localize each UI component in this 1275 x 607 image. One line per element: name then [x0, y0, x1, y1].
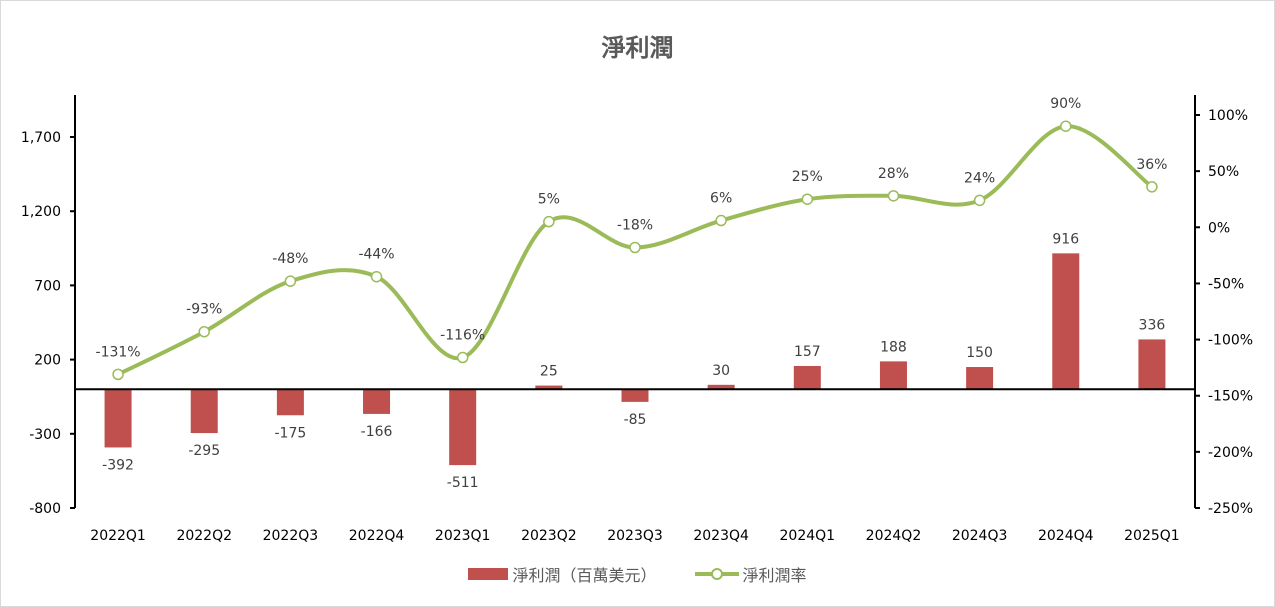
left-tick-label: 1,200 — [21, 204, 61, 220]
category-label: 2024Q4 — [1038, 528, 1094, 544]
line-value-label: -131% — [96, 344, 141, 360]
line-marker — [887, 190, 900, 202]
bar-value-label: -166 — [361, 424, 393, 440]
chart-title: 淨利潤 — [601, 34, 674, 62]
line-marker — [1146, 181, 1158, 193]
line-value-label: 90% — [1050, 96, 1081, 112]
bar-value-label: 30 — [712, 363, 730, 379]
right-tick-label: 50% — [1208, 164, 1239, 180]
left-tick-label: -800 — [29, 501, 61, 517]
line-marker — [629, 241, 641, 254]
right-tick-label: -200% — [1208, 445, 1253, 461]
line-marker — [198, 325, 210, 338]
bar — [363, 389, 391, 414]
line-value-label: -18% — [617, 217, 653, 233]
bar-value-label: 157 — [794, 344, 821, 360]
left-tick-label: 700 — [34, 278, 61, 294]
left-tick-label: -300 — [29, 427, 61, 443]
bar — [104, 389, 132, 448]
bar — [535, 385, 563, 390]
line-marker — [370, 270, 383, 283]
bar-value-label: -175 — [274, 425, 306, 441]
bar — [276, 389, 304, 416]
line-value-label: 5% — [538, 192, 560, 208]
left-tick-label: 1,700 — [21, 130, 61, 146]
line-value-label: -48% — [272, 251, 308, 267]
line-marker — [973, 194, 986, 207]
line-value-label: 25% — [792, 169, 823, 185]
bar-value-label: -392 — [102, 457, 134, 473]
line-value-label: -93% — [186, 302, 222, 318]
line-value-label: 36% — [1136, 157, 1167, 173]
bar-swatch-icon — [468, 568, 509, 580]
bar — [966, 367, 994, 390]
bar-value-label: 916 — [1052, 231, 1079, 247]
right-tick-label: -250% — [1208, 501, 1253, 517]
category-label: 2022Q3 — [263, 528, 319, 544]
category-label: 2023Q3 — [607, 528, 663, 544]
category-label: 2024Q2 — [866, 528, 922, 544]
legend: 淨利潤（百萬美元） 淨利潤率 — [0, 562, 1275, 586]
line-marker — [801, 193, 814, 205]
line-marker — [543, 215, 555, 228]
line-value-label: -116% — [440, 328, 485, 344]
line-marker-swatch-icon — [694, 568, 739, 580]
right-tick-label: 0% — [1208, 220, 1230, 236]
bar — [190, 389, 218, 434]
right-tick-label: 100% — [1208, 108, 1248, 124]
line-marker — [456, 351, 469, 364]
left-tick-label: 200 — [34, 353, 61, 369]
bar-value-label: 25 — [540, 364, 558, 380]
bar — [1138, 339, 1166, 390]
bar — [707, 384, 735, 390]
bar-value-label: -511 — [447, 475, 479, 491]
bar — [879, 361, 907, 390]
category-label: 2023Q1 — [435, 528, 491, 544]
bar-value-label: 336 — [1139, 317, 1166, 333]
category-label: 2024Q3 — [952, 528, 1008, 544]
legend-item-net-margin[interactable]: 淨利潤率 — [694, 562, 807, 586]
line-marker — [715, 214, 727, 227]
legend-label-net-profit: 淨利潤（百萬美元） — [512, 566, 657, 585]
bar — [1052, 253, 1080, 390]
category-label: 2022Q2 — [176, 528, 232, 544]
bar-value-label: -85 — [624, 412, 647, 428]
category-label: 2022Q1 — [90, 528, 146, 544]
category-label: 2022Q4 — [349, 528, 405, 544]
category-label: 2023Q2 — [521, 528, 577, 544]
category-label: 2025Q1 — [1124, 528, 1180, 544]
line-marker — [284, 275, 297, 287]
line-marker — [112, 368, 124, 381]
right-tick-label: -50% — [1208, 276, 1244, 292]
bar — [793, 365, 821, 390]
bar-value-label: 150 — [966, 345, 993, 361]
line-value-label: 28% — [878, 166, 909, 182]
line-value-label: -44% — [358, 247, 394, 263]
bar-value-label: -295 — [188, 443, 220, 459]
right-tick-label: -100% — [1208, 333, 1253, 349]
line-value-label: 24% — [964, 170, 995, 186]
line-value-label: 6% — [710, 191, 732, 207]
bar-value-label: 188 — [880, 339, 907, 355]
bar — [621, 389, 649, 402]
right-tick-label: -150% — [1208, 389, 1253, 405]
category-label: 2024Q1 — [780, 528, 836, 544]
line-marker — [1060, 120, 1072, 132]
legend-item-net-profit[interactable]: 淨利潤（百萬美元） — [468, 562, 657, 586]
category-label: 2023Q4 — [693, 528, 749, 544]
legend-label-net-margin: 淨利潤率 — [742, 566, 807, 585]
bar — [449, 389, 477, 466]
